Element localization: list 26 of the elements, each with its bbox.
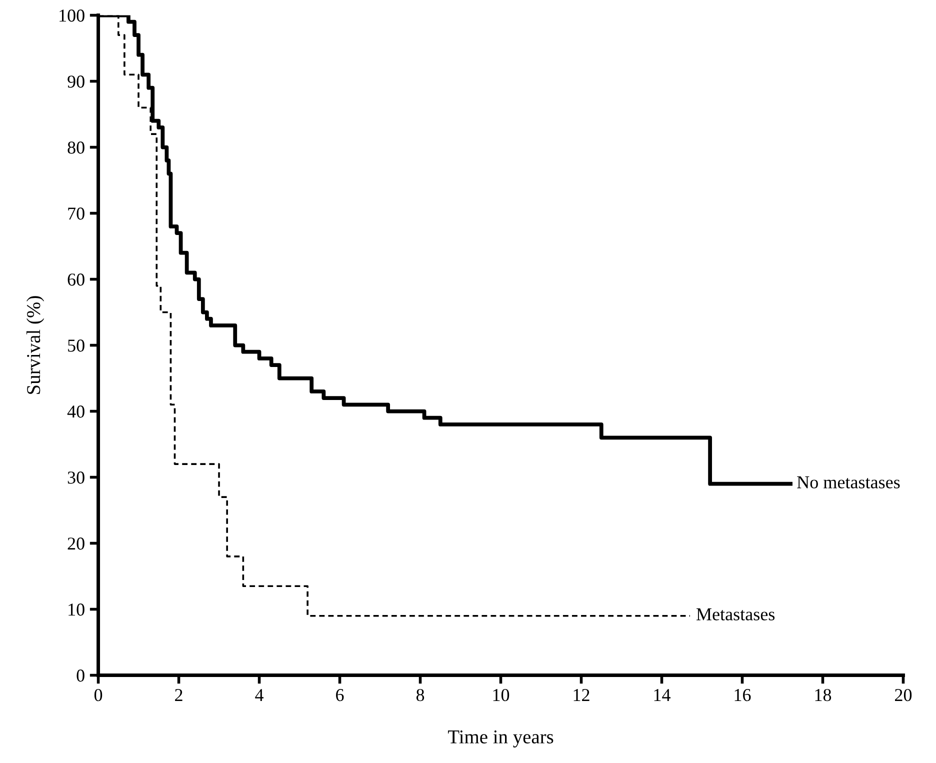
x-tick-label: 14 [654, 689, 670, 701]
y-tick-label: 30 [68, 472, 84, 484]
y-tick-label: 0 [76, 670, 84, 682]
y-axis-title: Survival (%) [26, 296, 44, 394]
y-tick-label: 60 [68, 274, 84, 286]
y-tick-label: 80 [68, 142, 84, 154]
x-tick-label: 12 [574, 689, 590, 701]
y-tick-label: 70 [68, 208, 84, 220]
y-tick-label: 40 [67, 406, 84, 418]
x-tick-label: 4 [255, 689, 264, 701]
x-tick-label: 10 [493, 688, 510, 702]
y-tick-label: 90 [68, 76, 84, 88]
series-label: Metastases [696, 608, 775, 620]
x-tick-label: 16 [734, 689, 751, 702]
y-tick-label: 50 [68, 340, 84, 352]
x-axis-title: Time in years [448, 730, 554, 748]
x-tick-label: 6 [336, 689, 344, 702]
x-tick-label: 2 [175, 689, 182, 701]
x-tick-label: 18 [815, 688, 832, 702]
y-tick-label: 10 [68, 604, 84, 616]
series-label: No metastases [797, 476, 900, 488]
y-tick-label: 20 [68, 538, 84, 550]
x-tick-label: 0 [94, 688, 102, 702]
y-tick-label: 100 [60, 10, 84, 22]
x-tick-label: 8 [416, 688, 424, 702]
x-tick-label: 20 [895, 688, 912, 702]
